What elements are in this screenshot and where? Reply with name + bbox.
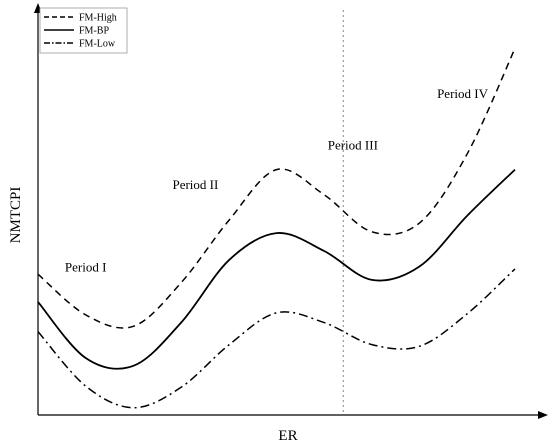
y-axis-label: NMTCPI	[8, 187, 24, 244]
axes	[34, 3, 548, 419]
legend-label-fm-low: FM-Low	[79, 39, 116, 50]
legend: FM-High FM-BP FM-Low	[39, 7, 128, 54]
legend-label-fm-bp: FM-BP	[79, 26, 109, 37]
annotations: Period I Period II Period III Period IV	[65, 86, 489, 274]
series-line-fm-high	[37, 47, 516, 329]
legend-label-fm-high: FM-High	[79, 13, 117, 24]
x-axis-arrow	[538, 411, 548, 419]
annotation-period-4: Period IV	[437, 86, 489, 101]
series-line-fm-low	[37, 268, 516, 409]
annotation-period-1: Period I	[65, 259, 107, 274]
plot-area	[37, 10, 516, 415]
annotation-period-2: Period II	[172, 177, 218, 192]
series-line-fm-bp	[37, 168, 516, 370]
x-axis-label: ER	[278, 428, 297, 444]
annotation-period-3: Period III	[328, 138, 378, 153]
